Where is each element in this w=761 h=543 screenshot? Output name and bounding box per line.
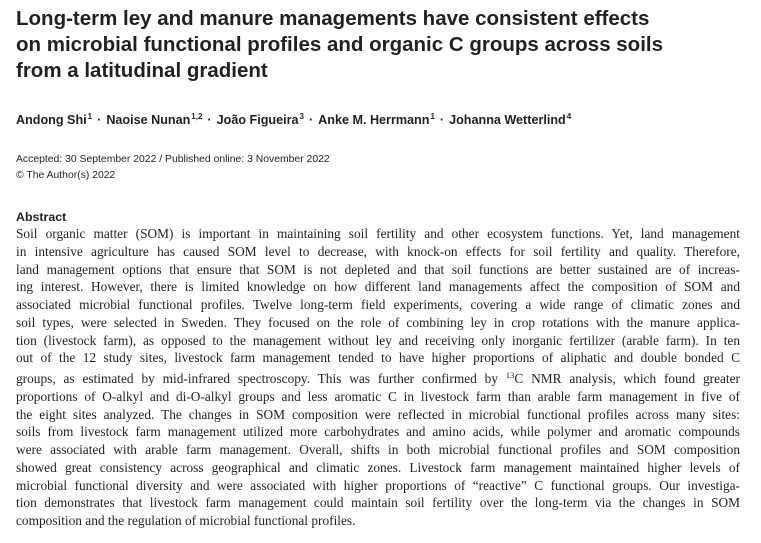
author-name[interactable]: João Figueira [216, 113, 299, 127]
author-affiliation: 3 [299, 112, 304, 121]
abstract-line: composition and the regulation of microb… [16, 513, 356, 528]
author-separator: · [308, 113, 314, 127]
abstract-body: Soil organic matter (SOM) is important i… [16, 225, 740, 530]
abstract-text: groups, as estimated by mid-infrared spe… [16, 371, 506, 386]
abstract-line: tion (livestock farm), as opposed to the… [16, 332, 740, 348]
abstract-line: in intensive agriculture has caused SOM … [16, 243, 740, 259]
nmr-superscript: 13 [505, 370, 515, 380]
date-separator: / [156, 154, 166, 165]
author-affiliation: 4 [566, 112, 572, 121]
abstract-line: microbial functional diversity and were … [16, 477, 740, 493]
published-date: Published online: 3 November 2022 [165, 154, 330, 165]
author-name[interactable]: Naoise Nunan [106, 113, 191, 127]
author-affiliation: 1 [87, 112, 93, 121]
title-line: from a latitudinal gradient [16, 59, 268, 82]
abstract-line: soil types, were selected in Sweden. The… [16, 314, 740, 330]
abstract-heading: Abstract [16, 210, 67, 224]
abstract-line: groups, as estimated by mid-infrared spe… [16, 367, 740, 388]
title-line: on microbial functional profiles and org… [16, 33, 664, 56]
publication-meta: Accepted: 30 September 2022 / Published … [16, 152, 330, 184]
abstract-line: were associated with arable farm managem… [16, 442, 740, 457]
abstract-line: tion demonstrates that livestock farm ma… [16, 495, 740, 511]
author-separator: · [97, 113, 102, 127]
abstract-line: proportions of O-alkyl and di-O-alkyl gr… [16, 388, 740, 404]
author-name[interactable]: Johanna Wetterlind [449, 113, 566, 127]
author-list: Andong Shi1 · Naoise Nunan1,2 · João Figueir… [16, 108, 571, 129]
title-line: Long-term ley and manure managements hav… [16, 7, 650, 30]
author-affiliation: 1,2 [191, 112, 203, 121]
abstract-line: soils from livestock farm management uti… [16, 424, 740, 440]
author-name[interactable]: Andong Shi [16, 113, 87, 127]
abstract-line: land management options that ensure that… [16, 261, 740, 277]
abstract-line: showed great consistency across geograph… [16, 459, 740, 475]
abstract-text: C NMR analysis, which found greater [514, 371, 740, 386]
abstract-line: associated microbial functional profiles… [16, 297, 740, 312]
copyright-notice: © The Author(s) 2022 [16, 170, 116, 181]
abstract-line: Soil organic matter (SOM) is important i… [16, 226, 740, 241]
abstract-line: out of the 12 study sites, livestock far… [16, 350, 740, 366]
abstract-line: ing interest. However, there is limited … [16, 279, 740, 295]
accepted-date: Accepted: 30 September 2022 [16, 154, 157, 165]
publication-dates: Accepted: 30 September 2022 / Published … [16, 152, 330, 168]
author-separator: · [439, 113, 445, 127]
author-separator: · [207, 113, 212, 127]
author-affiliation: 1 [430, 112, 435, 121]
abstract-line: the eight sites analyzed. The changes in… [16, 406, 740, 422]
author-name[interactable]: Anke M. Herrmann [318, 113, 430, 127]
paper-title: Long-term ley and manure managements hav… [16, 6, 746, 84]
